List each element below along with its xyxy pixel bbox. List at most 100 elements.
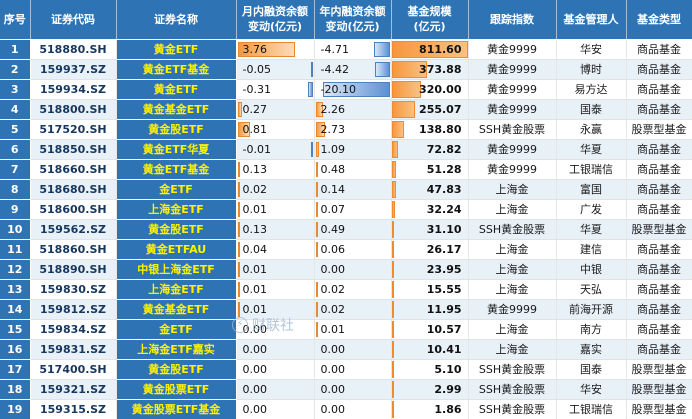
positive-data-bar <box>391 140 399 158</box>
bar-cell-content: -20.10 <box>315 80 391 99</box>
bar-cell-content: 0.00 <box>237 340 314 359</box>
bar-cell-content: 10.57 <box>391 320 468 339</box>
security-name-cell: 黄金股ETF <box>116 359 237 380</box>
bar-cell-content: 15.55 <box>391 280 468 299</box>
positive-data-bar <box>315 121 325 137</box>
yearly-margin-change-cell: 0.06 <box>314 239 392 260</box>
security-code-cell: 518680.SH <box>30 179 117 200</box>
col-header-fund-type: 基金类型 <box>626 0 692 40</box>
cell-value: 0.49 <box>320 222 346 236</box>
cell-value: 1.09 <box>320 142 346 156</box>
security-name-cell: 黄金ETF基金 <box>116 159 237 180</box>
fund-type-cell: 商品基金 <box>626 279 692 300</box>
tracking-index-cell: 上海金 <box>468 179 557 200</box>
security-name-cell: 黄金ETF <box>116 39 237 60</box>
cell-value: 23.95 <box>426 262 462 276</box>
bar-cell-content: 0.07 <box>315 200 391 219</box>
bar-cell-content: 0.49 <box>315 220 391 239</box>
cell-value: 0.00 <box>320 262 346 276</box>
cell-value: 1.86 <box>434 402 462 416</box>
col-header-security-code: 证券代码 <box>30 0 117 40</box>
positive-data-bar <box>315 241 318 257</box>
serial-cell: 17 <box>0 359 31 380</box>
fund-scale-cell: 26.17 <box>391 239 469 260</box>
bar-cell-content: 0.01 <box>237 300 314 319</box>
table-row: 18 159321.SZ 黄金股票ETF 0.00 0.00 2.99 SSH黄金股票 华安股… <box>0 379 692 400</box>
monthly-margin-change-cell: -0.31 <box>236 79 315 100</box>
fund-manager-cell: 广发 <box>556 199 627 220</box>
table-row: 8 518680.SH 金ETF 0.02 0.14 47.83 上海金 富国 商品基金 <box>0 179 692 200</box>
fund-type-cell: 股票型基金 <box>626 379 692 400</box>
tracking-index-cell: 黄金9999 <box>468 79 557 100</box>
table-row: 12 518890.SH 中银上海金ETF 0.01 0.00 23.95 上海金 中银 商品基… <box>0 259 692 280</box>
positive-data-bar <box>237 201 240 217</box>
col-header-fund-scale: 基金规模 (亿元) <box>391 0 469 40</box>
fund-manager-cell: 国泰 <box>556 359 627 380</box>
serial-cell: 8 <box>0 179 31 200</box>
cell-value: 255.07 <box>419 102 462 116</box>
bar-cell-content: 1.86 <box>391 400 468 419</box>
cell-value: 0.01 <box>242 302 268 316</box>
bar-cell-content: 32.24 <box>391 200 468 219</box>
positive-data-bar <box>237 121 250 137</box>
tracking-index-cell: SSH黄金股票 <box>468 119 557 140</box>
cell-value: -0.05 <box>242 62 271 76</box>
cell-value: 0.27 <box>242 102 268 116</box>
cell-value: 0.13 <box>242 222 268 236</box>
security-name-cell: 金ETF <box>116 319 237 340</box>
col-header-security-name: 证券名称 <box>116 0 237 40</box>
fund-type-cell: 商品基金 <box>626 199 692 220</box>
positive-data-bar <box>391 220 395 238</box>
negative-data-bar <box>373 41 390 57</box>
security-name-cell: 黄金股票ETF <box>116 379 237 400</box>
positive-data-bar <box>237 261 240 277</box>
positive-data-bar <box>391 40 467 58</box>
negative-data-bar <box>322 81 390 97</box>
table-row: 16 159831.SZ 上海金ETF嘉实 0.00 0.00 10.41 上海金 嘉实 商品基… <box>0 339 692 360</box>
positive-data-bar <box>391 100 416 118</box>
bar-cell-content: -0.05 <box>237 60 314 79</box>
security-code-cell: 518660.SH <box>30 159 117 180</box>
cell-value: 0.01 <box>242 282 268 296</box>
cell-value: 0.02 <box>242 182 268 196</box>
yearly-margin-change-cell: 0.01 <box>314 319 392 340</box>
fund-manager-cell: 天弘 <box>556 279 627 300</box>
cell-value: 47.83 <box>426 182 462 196</box>
monthly-margin-change-cell: 0.13 <box>236 219 315 240</box>
fund-type-cell: 股票型基金 <box>626 359 692 380</box>
security-name-cell: 金ETF <box>116 179 237 200</box>
bar-cell-content: 0.01 <box>237 200 314 219</box>
bar-cell-content: 3.76 <box>237 40 314 59</box>
col-header-name-label: 证券名称 <box>154 12 198 26</box>
bar-cell-content: 373.88 <box>391 60 468 79</box>
security-code-cell: 518800.SH <box>30 99 117 120</box>
table-row: 4 518800.SH 黄金基金ETF 0.27 2.26 255.07 黄金9999 国泰商… <box>0 99 692 120</box>
positive-data-bar <box>391 280 394 298</box>
bar-cell-content: 2.99 <box>391 380 468 399</box>
positive-data-bar <box>237 241 240 257</box>
cell-value: 0.02 <box>320 302 346 316</box>
monthly-margin-change-cell: 0.00 <box>236 359 315 380</box>
fund-type-cell: 商品基金 <box>626 239 692 260</box>
fund-type-cell: 商品基金 <box>626 79 692 100</box>
fund-scale-cell: 31.10 <box>391 219 469 240</box>
positive-data-bar <box>391 400 394 418</box>
table-row: 2 159937.SZ 黄金ETF基金 -0.05 -4.42 373.88 黄金9999 博… <box>0 59 692 80</box>
security-code-cell: 159834.SZ <box>30 319 117 340</box>
serial-cell: 12 <box>0 259 31 280</box>
fund-scale-cell: 811.60 <box>391 39 469 60</box>
yearly-margin-change-cell: 0.00 <box>314 359 392 380</box>
fund-type-cell: 股票型基金 <box>626 399 692 419</box>
cell-value: -4.71 <box>320 42 349 56</box>
positive-data-bar <box>391 60 427 78</box>
security-name-cell: 上海金ETF <box>116 279 237 300</box>
table-row: 14 159812.SZ 黄金基金ETF 0.01 0.02 11.95 黄金9999 前海开… <box>0 299 692 320</box>
table-row: 10 159562.SZ 黄金股ETF 0.13 0.49 31.10 SSH黄金股票 华夏股… <box>0 219 692 240</box>
cell-value: 0.00 <box>242 322 268 336</box>
fund-type-cell: 商品基金 <box>626 299 692 320</box>
security-code-cell: 159315.SZ <box>30 399 117 419</box>
fund-manager-cell: 易方达 <box>556 79 627 100</box>
fund-type-cell: 商品基金 <box>626 59 692 80</box>
bar-cell-content: 10.41 <box>391 340 468 359</box>
bar-cell-content: 5.10 <box>391 360 468 379</box>
